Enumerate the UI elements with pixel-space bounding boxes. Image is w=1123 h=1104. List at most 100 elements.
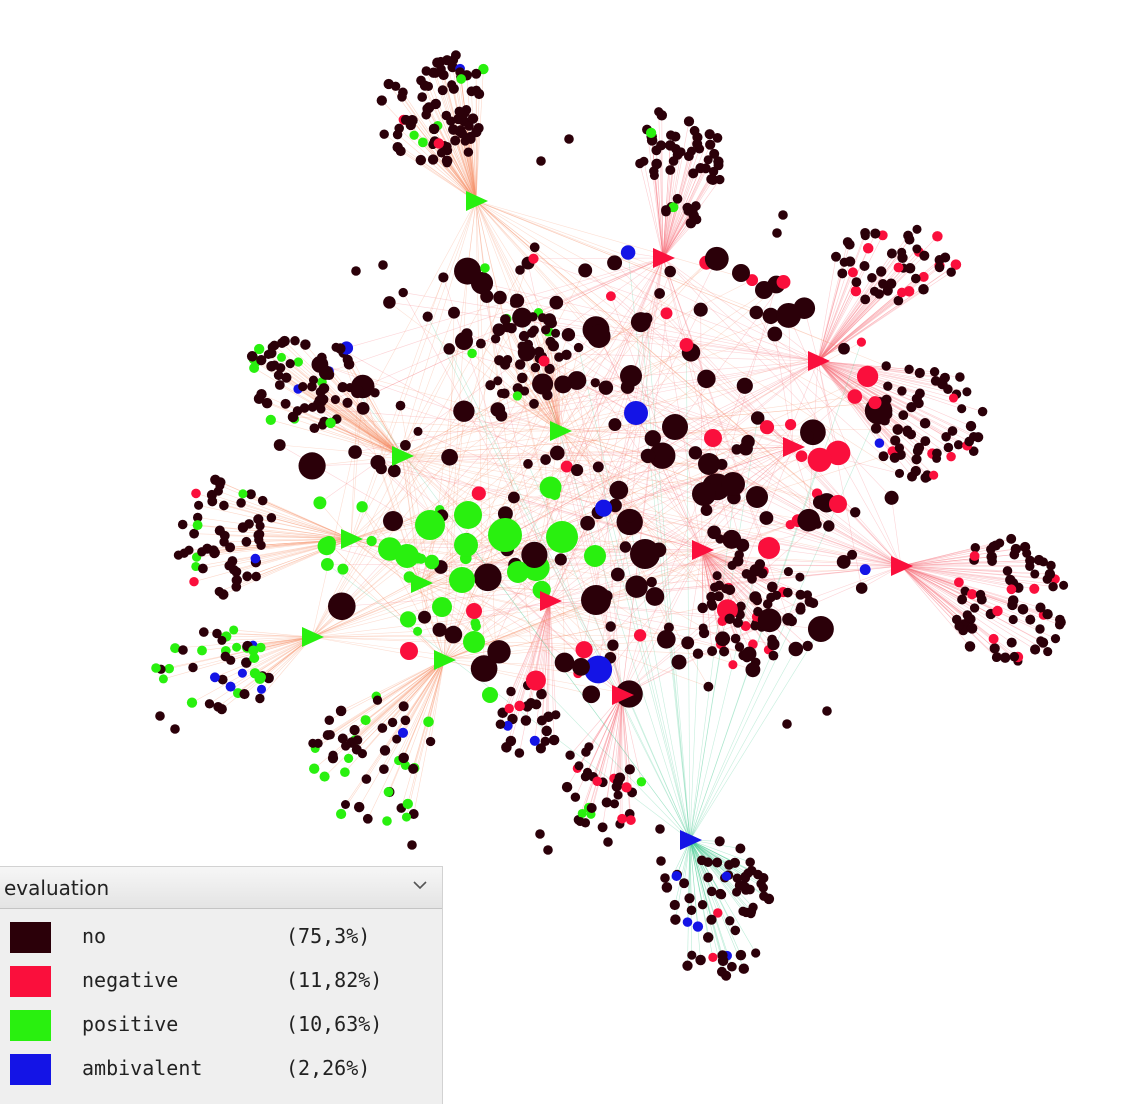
network-node-no [630, 539, 660, 569]
network-edge [533, 257, 664, 260]
network-edge [576, 469, 703, 551]
network-edge [420, 262, 707, 584]
network-edge [613, 694, 623, 779]
network-node-no [644, 430, 661, 447]
network-node-no [189, 528, 200, 539]
network-node-ambivalent [595, 499, 613, 517]
network-node-positive [488, 518, 522, 552]
network-edge [549, 258, 718, 602]
network-edge [209, 636, 313, 705]
network-node-no [755, 281, 773, 299]
network-edge [401, 455, 765, 545]
network-node-negative [758, 537, 780, 559]
network-edge [819, 502, 902, 567]
network-node-no [758, 873, 769, 883]
network-node-positive [337, 563, 349, 575]
network-node-positive [356, 501, 368, 513]
network-node-no [392, 129, 403, 140]
network-node-no [987, 556, 997, 566]
network-edge [617, 694, 623, 783]
network-edge [317, 403, 403, 457]
network-edge [817, 360, 936, 382]
network-node-no [309, 423, 320, 434]
legend-item-no: no (75,3%) [0, 922, 440, 958]
network-node-no [507, 491, 520, 504]
network-edge [900, 565, 1054, 588]
network-node-positive [512, 391, 523, 401]
network-edge [817, 360, 954, 399]
network-edge [270, 419, 403, 457]
network-node-no [823, 520, 835, 532]
network-node-no [741, 646, 757, 662]
network-node-positive [197, 645, 207, 656]
network-node-no [274, 380, 285, 390]
network-edge [701, 549, 742, 607]
network-node-no [692, 214, 702, 225]
network-edge [258, 534, 352, 540]
network-node-no [400, 114, 411, 125]
network-node-no [740, 884, 751, 895]
network-node-no [1038, 557, 1049, 567]
network-edge [341, 565, 902, 607]
network-edge [401, 424, 791, 457]
network-node-negative [953, 577, 964, 588]
network-node-no [973, 432, 984, 443]
network-edge [542, 360, 819, 385]
network-node-no [377, 723, 388, 733]
network-node-positive [382, 816, 392, 826]
network-node-no [745, 857, 755, 867]
network-node-no [340, 799, 351, 810]
network-edge [714, 531, 902, 567]
network-edge [463, 410, 561, 432]
network-node-no [536, 715, 547, 726]
network-node-no [287, 411, 299, 423]
network-node-positive [395, 544, 419, 568]
legend-item-percent: (2,26%) [286, 1056, 371, 1080]
network-node-no [551, 328, 561, 338]
network-edge [392, 659, 445, 723]
network-edge [559, 430, 768, 605]
network-node-negative [704, 429, 722, 447]
network-edge [701, 549, 769, 650]
network-node-no [554, 375, 573, 394]
network-node-no [837, 268, 848, 279]
network-node-no [892, 424, 904, 435]
network-node-no [656, 856, 666, 866]
network-node-no [530, 362, 541, 373]
network-node-no [337, 733, 348, 744]
network-node-no [536, 156, 546, 166]
hub-node-negative [891, 556, 913, 576]
network-node-no [397, 91, 407, 102]
network-node-negative [967, 589, 978, 600]
network-node-no [529, 398, 539, 409]
legend-swatch [10, 1054, 51, 1085]
network-edge [701, 549, 703, 608]
network-node-positive [482, 687, 498, 703]
network-node-no [649, 166, 659, 176]
network-node-no [535, 829, 545, 839]
network-node-no [736, 601, 746, 612]
network-node-no [884, 490, 899, 505]
network-node-positive [507, 561, 529, 583]
attribute-dropdown[interactable]: evaluation [0, 867, 442, 909]
network-edge [475, 200, 597, 330]
network-edge [475, 200, 900, 474]
network-edge [367, 659, 445, 819]
network-node-no [654, 288, 665, 299]
hub-node-negative [612, 685, 634, 705]
network-node-no [930, 376, 941, 386]
network-node-negative [868, 396, 882, 410]
network-edge [466, 538, 691, 841]
hub-node-positive [466, 191, 488, 211]
network-node-no [387, 717, 398, 728]
network-node-no [590, 378, 600, 388]
network-edge [444, 145, 477, 202]
network-node-no [464, 121, 474, 131]
network-node-no [904, 234, 915, 245]
network-node-no [704, 129, 715, 140]
network-node-ambivalent [620, 245, 636, 260]
network-node-no [672, 193, 683, 204]
network-node-no [878, 278, 888, 289]
network-node-no [906, 429, 917, 440]
legend-swatch [10, 1010, 51, 1041]
